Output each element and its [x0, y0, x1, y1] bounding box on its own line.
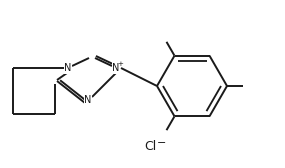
Text: Cl: Cl	[144, 139, 156, 153]
Text: −: −	[157, 138, 167, 148]
Text: N: N	[84, 95, 92, 105]
Text: +: +	[118, 61, 123, 68]
Text: N: N	[112, 63, 120, 73]
Text: N: N	[64, 63, 72, 73]
